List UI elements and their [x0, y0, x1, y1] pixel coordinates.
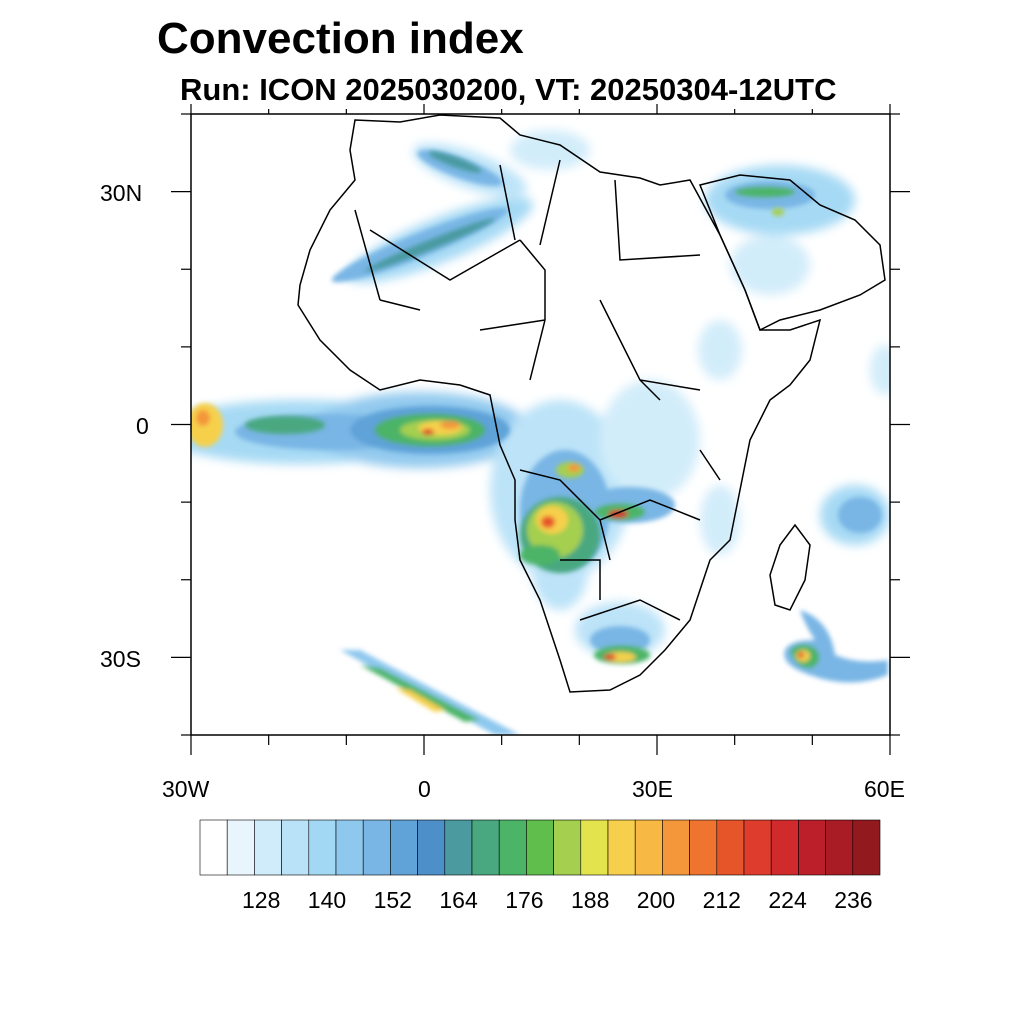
- coastlines: [297, 114, 886, 693]
- colorbar-tick-label: 176: [505, 887, 544, 913]
- axis-ticks: [171, 104, 910, 755]
- colorbar-tick-label: 152: [373, 887, 412, 913]
- x-tick-label-60e: 60E: [864, 776, 905, 802]
- x-tick-label-30e: 30E: [632, 776, 673, 802]
- colorbar-tick-label: 212: [702, 887, 741, 913]
- x-tick-label-30w: 30W: [162, 776, 210, 802]
- y-tick-label-30s: 30S: [100, 646, 141, 672]
- field-layer: [191, 130, 890, 735]
- x-tick-label-0: 0: [418, 776, 431, 802]
- y-tick-label-0: 0: [136, 413, 149, 439]
- y-tick-label-30n: 30N: [100, 180, 143, 206]
- colorbar-tick-label: 140: [307, 887, 347, 913]
- colorbar-tick-label: 200: [636, 887, 676, 913]
- map-subtitle: Run: ICON 2025030200, VT: 20250304-12UTC: [180, 72, 837, 107]
- colorbar-tick-label: 236: [834, 887, 873, 913]
- map-title: Convection index: [157, 14, 524, 63]
- colorbar-tick-label: 164: [439, 887, 478, 913]
- colorbar-tick-label: 188: [571, 887, 610, 913]
- colorbar-tick-label: 128: [242, 887, 281, 913]
- colorbar-tick-label: 224: [768, 887, 807, 913]
